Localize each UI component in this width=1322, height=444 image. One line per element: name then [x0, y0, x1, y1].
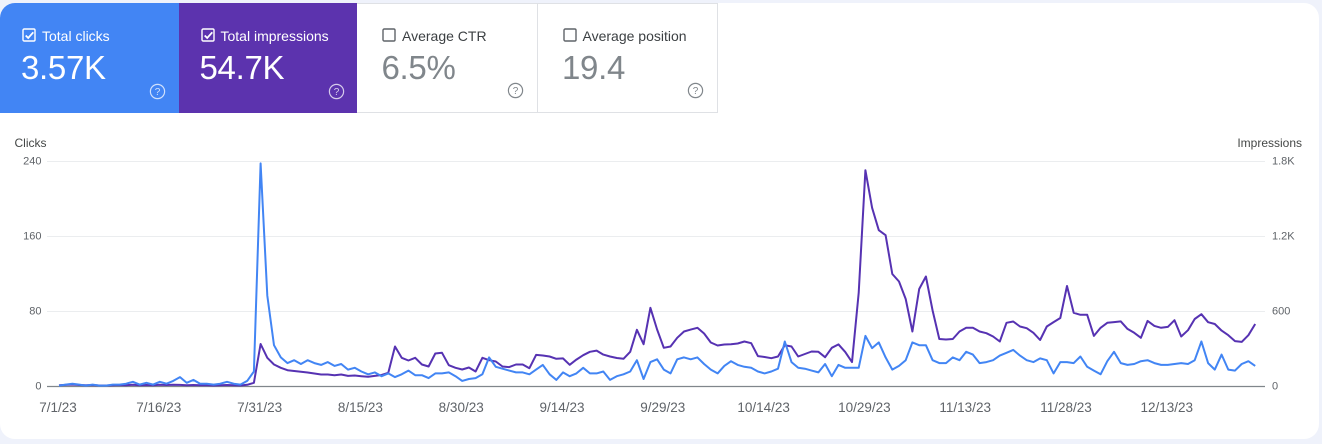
svg-text:?: ? — [155, 87, 161, 98]
svg-text:?: ? — [693, 86, 699, 97]
svg-text:8/15/23: 8/15/23 — [338, 400, 383, 415]
svg-text:12/13/23: 12/13/23 — [1141, 400, 1194, 415]
svg-text:9/29/23: 9/29/23 — [640, 400, 685, 415]
svg-text:10/14/23: 10/14/23 — [737, 400, 790, 415]
svg-text:11/13/23: 11/13/23 — [939, 400, 991, 415]
svg-text:Impressions: Impressions — [1237, 136, 1302, 150]
svg-text:?: ? — [513, 86, 519, 97]
svg-text:Clicks: Clicks — [15, 136, 47, 150]
svg-text:240: 240 — [23, 156, 41, 168]
svg-text:600: 600 — [1272, 306, 1290, 318]
svg-text:7/1/23: 7/1/23 — [39, 400, 77, 415]
svg-text:0: 0 — [1272, 381, 1278, 393]
svg-text:1.2K: 1.2K — [1272, 231, 1295, 243]
svg-text:7/16/23: 7/16/23 — [136, 400, 181, 415]
svg-text:8/30/23: 8/30/23 — [439, 400, 484, 415]
svg-text:0: 0 — [35, 381, 41, 393]
svg-text:1.8K: 1.8K — [1272, 156, 1295, 168]
svg-text:80: 80 — [29, 306, 41, 318]
svg-text:160: 160 — [23, 231, 41, 243]
svg-text:9/14/23: 9/14/23 — [539, 400, 584, 415]
svg-text:7/31/23: 7/31/23 — [237, 400, 282, 415]
svg-text:10/29/23: 10/29/23 — [838, 400, 891, 415]
svg-text:?: ? — [333, 87, 339, 98]
svg-text:11/28/23: 11/28/23 — [1040, 400, 1092, 415]
